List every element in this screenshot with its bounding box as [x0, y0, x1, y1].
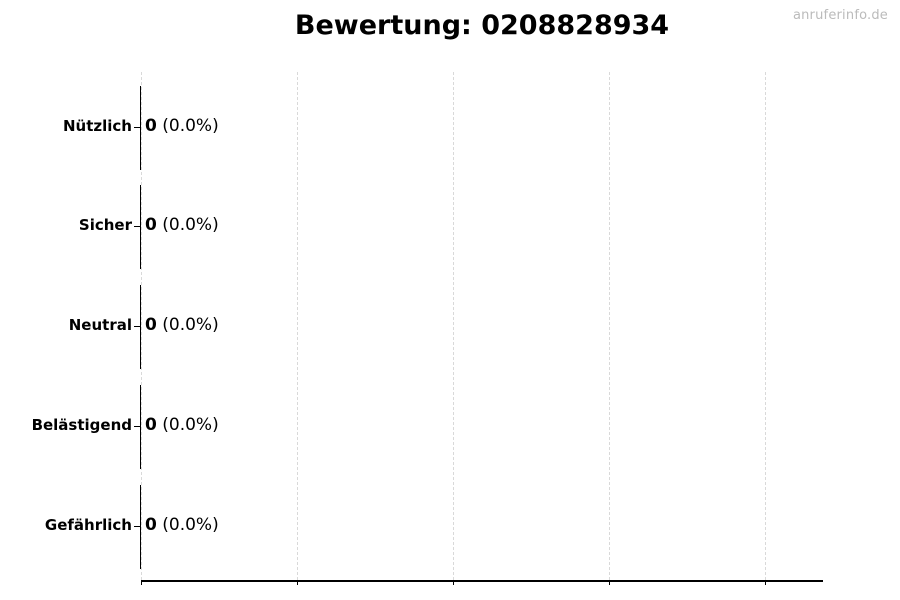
- bar-sicher: [140, 185, 141, 269]
- bar-value-belaestigend: 0 (0.0%): [145, 415, 219, 435]
- bar-value-nuetzlich: 0 (0.0%): [145, 116, 219, 136]
- y-tick-mark: [134, 127, 141, 128]
- y-axis-label-sicher: Sicher: [78, 216, 132, 234]
- plot-area: [141, 72, 823, 580]
- x-tick-1: [297, 580, 298, 585]
- watermark-label: anruferinfo.de: [792, 8, 888, 23]
- y-axis-label-gefaehrlich: Gefährlich: [44, 516, 132, 534]
- bar-value-sicher: 0 (0.0%): [145, 215, 219, 235]
- gridline-x-3: [609, 72, 610, 580]
- bar-percent: (0.0%): [162, 315, 219, 335]
- y-axis-label-belaestigend: Belästigend: [31, 416, 132, 434]
- bar-belaestigend: [140, 385, 141, 469]
- bar-count: 0: [145, 116, 157, 136]
- bar-percent: (0.0%): [162, 116, 219, 136]
- bar-count: 0: [145, 415, 157, 435]
- x-tick-3: [609, 580, 610, 585]
- gridline-x-4: [765, 72, 766, 580]
- x-tick-0: [141, 580, 142, 585]
- bar-gefaehrlich: [140, 485, 141, 569]
- gridline-x-2: [453, 72, 454, 580]
- x-tick-4: [765, 580, 766, 585]
- gridline-x-1: [297, 72, 298, 580]
- y-axis-label-nuetzlich: Nützlich: [63, 117, 132, 135]
- gridline-x-0: [141, 72, 142, 580]
- bar-neutral: [140, 285, 141, 369]
- bar-count: 0: [145, 315, 157, 335]
- x-axis-spine: [141, 580, 823, 582]
- y-axis-label-neutral: Neutral: [68, 316, 132, 334]
- x-tick-2: [453, 580, 454, 585]
- y-tick-mark: [134, 226, 141, 227]
- bar-percent: (0.0%): [162, 515, 219, 535]
- bar-value-neutral: 0 (0.0%): [145, 315, 219, 335]
- bar-count: 0: [145, 515, 157, 535]
- y-tick-mark: [134, 426, 141, 427]
- page-title: Bewertung: 0208828934: [294, 10, 670, 41]
- bar-percent: (0.0%): [162, 215, 219, 235]
- bar-percent: (0.0%): [162, 415, 219, 435]
- bar-nuetzlich: [140, 86, 141, 170]
- y-tick-mark: [134, 526, 141, 527]
- y-tick-mark: [134, 326, 141, 327]
- bar-count: 0: [145, 215, 157, 235]
- bar-value-gefaehrlich: 0 (0.0%): [145, 515, 219, 535]
